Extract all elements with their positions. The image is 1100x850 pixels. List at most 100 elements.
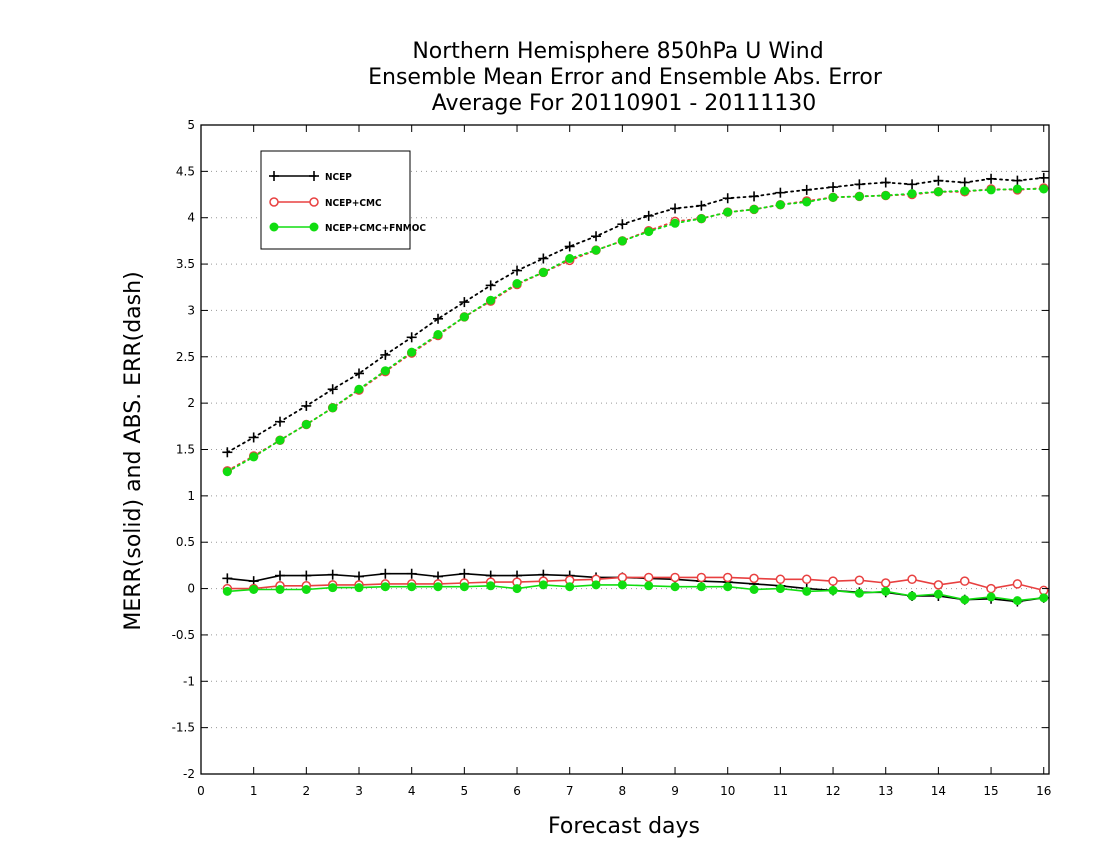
mean-error-point bbox=[354, 571, 365, 582]
y-tick-label: -1 bbox=[183, 674, 195, 688]
mean-error-point bbox=[670, 582, 680, 592]
abs-error-point bbox=[802, 197, 812, 207]
abs-error-point bbox=[407, 347, 417, 357]
abs-error-point bbox=[801, 184, 812, 195]
abs-error-point bbox=[749, 191, 760, 202]
y-tick-label: 3.5 bbox=[176, 257, 195, 271]
mean-error-point bbox=[775, 584, 785, 594]
abs-error-point bbox=[354, 368, 365, 379]
mean-error-point bbox=[749, 584, 759, 594]
abs-error-point bbox=[617, 219, 628, 230]
mean-error-point bbox=[406, 568, 417, 579]
abs-error-point bbox=[380, 349, 391, 360]
abs-error-point bbox=[933, 187, 943, 197]
abs-error-point bbox=[749, 204, 759, 214]
mean-error-point bbox=[854, 588, 864, 598]
abs-error-point bbox=[591, 245, 601, 255]
abs-error-point bbox=[591, 231, 602, 242]
abs-error-point bbox=[670, 218, 680, 228]
legend-marker-left bbox=[269, 222, 279, 232]
y-tick-label: -1.5 bbox=[172, 721, 195, 735]
legend-entry: NCEP bbox=[269, 171, 352, 183]
abs-error-point bbox=[301, 400, 312, 411]
mean-error-point bbox=[907, 574, 917, 585]
mean-error-point bbox=[933, 580, 944, 590]
abs-error-point bbox=[275, 435, 285, 445]
abs-error-point bbox=[722, 193, 733, 204]
mean-error-point bbox=[301, 584, 311, 594]
abs-error-point bbox=[512, 265, 523, 276]
y-tick-label: 1 bbox=[187, 489, 195, 503]
abs-error-point bbox=[459, 312, 469, 322]
mean-error-point bbox=[880, 578, 891, 588]
abs-error-point bbox=[301, 419, 311, 429]
mean-error-point bbox=[1039, 593, 1049, 603]
x-tick-label: 4 bbox=[408, 784, 416, 798]
x-axis-ticks: 0 1 2 3 4 5 6 7 8 9 10 11 12 13 14 15 16 bbox=[197, 125, 1051, 798]
abs-error-point bbox=[933, 175, 944, 186]
abs-error-point bbox=[248, 432, 259, 443]
abs-error-point bbox=[538, 267, 548, 277]
abs-error-point bbox=[406, 332, 417, 343]
abs-error-point bbox=[960, 186, 970, 196]
mean-error-line bbox=[227, 584, 1044, 602]
abs-error-line bbox=[226, 176, 1045, 454]
y-tick-label: 4 bbox=[187, 211, 195, 225]
mean-error-point bbox=[327, 569, 338, 580]
legend: NCEP NCEP+CMC NCEP+CMC+FNMOC bbox=[260, 150, 426, 250]
mean-error-point bbox=[828, 576, 838, 586]
abs-error-point bbox=[512, 279, 522, 289]
gridlines bbox=[201, 170, 1049, 729]
mean-error-point bbox=[249, 584, 259, 594]
title-line-2: Ensemble Mean Error and Ensemble Abs. Er… bbox=[368, 65, 883, 90]
y-tick-label: -2 bbox=[183, 767, 195, 781]
mean-error-point bbox=[643, 572, 654, 583]
series-2 bbox=[222, 184, 1049, 606]
abs-error-point bbox=[670, 203, 681, 214]
mean-error-point bbox=[854, 575, 865, 585]
y-tick-label: 2 bbox=[187, 396, 195, 410]
legend-marker-right bbox=[309, 222, 319, 232]
mean-error-point bbox=[617, 572, 628, 583]
abs-error-point bbox=[1012, 184, 1022, 194]
legend-marker-left bbox=[269, 197, 279, 207]
mean-error-point bbox=[881, 586, 891, 596]
y-tick-label: -0.5 bbox=[172, 628, 195, 642]
mean-error-point bbox=[565, 582, 575, 592]
chart-title: Northern Hemisphere 850hPa U Wind Ensemb… bbox=[368, 39, 883, 116]
abs-error-point bbox=[459, 297, 470, 308]
y-tick-label: 0 bbox=[187, 582, 195, 596]
legend-entries: NCEP NCEP+CMC NCEP+CMC+FNMOC bbox=[269, 171, 426, 234]
abs-error-point bbox=[828, 182, 839, 193]
x-tick-label: 7 bbox=[566, 784, 574, 798]
abs-error-point bbox=[538, 253, 549, 264]
x-tick-label: 1 bbox=[250, 784, 258, 798]
x-tick-label: 3 bbox=[355, 784, 363, 798]
mean-error-point bbox=[222, 573, 233, 584]
abs-error-point bbox=[644, 227, 654, 237]
mean-error-point bbox=[802, 586, 812, 596]
abs-error-point bbox=[249, 452, 259, 462]
abs-error-point bbox=[907, 179, 918, 190]
x-tick-label: 11 bbox=[773, 784, 788, 798]
mean-error-point bbox=[380, 582, 390, 592]
x-tick-label: 9 bbox=[671, 784, 679, 798]
legend-label: NCEP bbox=[325, 172, 352, 183]
abs-error-point bbox=[854, 191, 864, 201]
mean-error-point bbox=[959, 576, 970, 586]
mean-error-point bbox=[696, 572, 707, 583]
mean-error-point bbox=[1012, 579, 1023, 589]
mean-error-point bbox=[459, 582, 469, 592]
mean-error-point bbox=[907, 591, 917, 601]
mean-error-point bbox=[775, 574, 786, 585]
abs-error-point bbox=[775, 200, 785, 210]
abs-error-point bbox=[880, 177, 891, 188]
abs-error-point bbox=[485, 280, 496, 291]
abs-error-point bbox=[433, 313, 444, 324]
mean-error-point bbox=[328, 583, 338, 593]
title-line-3: Average For 20110901 - 20111130 bbox=[432, 91, 817, 116]
y-tick-label: 5 bbox=[187, 118, 195, 132]
x-axis-label: Forecast days bbox=[548, 814, 700, 839]
mean-error-point bbox=[749, 573, 759, 584]
mean-error-point bbox=[617, 580, 627, 590]
